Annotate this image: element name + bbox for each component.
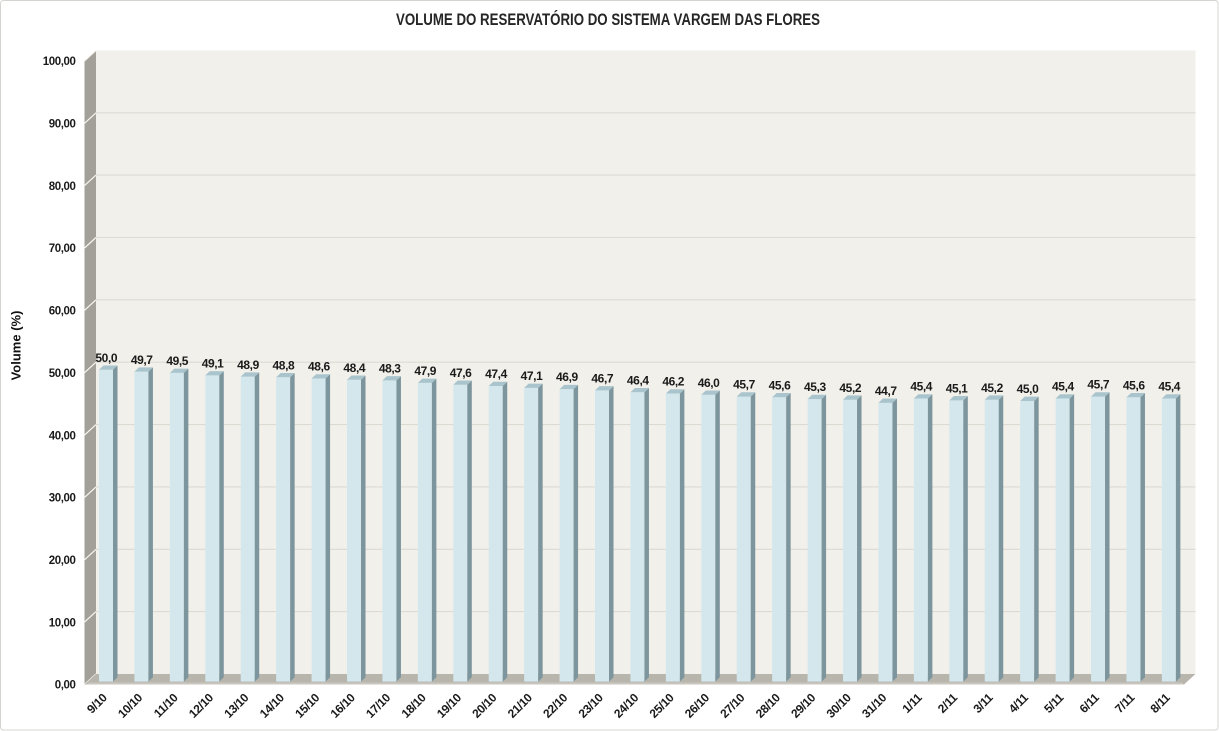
svg-text:80,00: 80,00 [49, 181, 76, 193]
svg-text:70,00: 70,00 [49, 243, 76, 255]
svg-text:45,3: 45,3 [804, 380, 826, 394]
svg-text:45,6: 45,6 [769, 378, 791, 392]
svg-text:VOLUME DO RESERVATÓRIO DO SIST: VOLUME DO RESERVATÓRIO DO SISTEMA VARGEM… [396, 10, 820, 29]
svg-text:49,1: 49,1 [202, 357, 224, 371]
svg-text:46,9: 46,9 [556, 370, 578, 384]
svg-text:45,7: 45,7 [1087, 378, 1109, 392]
svg-text:45,4: 45,4 [910, 380, 932, 394]
svg-text:60,00: 60,00 [49, 306, 76, 318]
svg-text:48,3: 48,3 [379, 362, 401, 376]
svg-text:45,1: 45,1 [946, 382, 968, 396]
svg-text:40,00: 40,00 [49, 430, 76, 442]
svg-text:90,00: 90,00 [49, 119, 76, 131]
svg-text:45,4: 45,4 [1052, 380, 1074, 394]
svg-text:45,2: 45,2 [839, 381, 861, 395]
svg-text:48,6: 48,6 [308, 360, 330, 374]
svg-text:46,7: 46,7 [591, 372, 613, 386]
svg-text:10,00: 10,00 [49, 617, 76, 629]
svg-text:45,7: 45,7 [733, 378, 755, 392]
svg-text:50,0: 50,0 [95, 351, 117, 365]
svg-text:44,7: 44,7 [875, 384, 897, 398]
svg-text:45,4: 45,4 [1158, 380, 1180, 394]
svg-text:50,00: 50,00 [49, 368, 76, 380]
svg-text:45,2: 45,2 [981, 381, 1003, 395]
svg-text:20,00: 20,00 [49, 555, 76, 567]
svg-text:48,4: 48,4 [343, 361, 365, 375]
svg-text:0,00: 0,00 [55, 680, 76, 692]
svg-text:46,4: 46,4 [627, 373, 649, 387]
svg-text:100,00: 100,00 [43, 56, 76, 68]
svg-text:47,1: 47,1 [521, 369, 543, 383]
svg-text:Volume (%): Volume (%) [9, 311, 24, 381]
svg-text:45,0: 45,0 [1017, 382, 1039, 396]
svg-text:49,5: 49,5 [166, 354, 188, 368]
svg-text:45,6: 45,6 [1123, 378, 1145, 392]
svg-text:47,9: 47,9 [414, 364, 436, 378]
svg-text:48,9: 48,9 [237, 358, 259, 372]
svg-text:49,7: 49,7 [131, 353, 153, 367]
svg-text:30,00: 30,00 [49, 493, 76, 505]
svg-text:47,4: 47,4 [485, 367, 507, 381]
svg-text:46,0: 46,0 [698, 376, 720, 390]
svg-text:46,2: 46,2 [662, 375, 684, 389]
svg-text:48,8: 48,8 [273, 358, 295, 372]
svg-text:47,6: 47,6 [450, 366, 472, 380]
